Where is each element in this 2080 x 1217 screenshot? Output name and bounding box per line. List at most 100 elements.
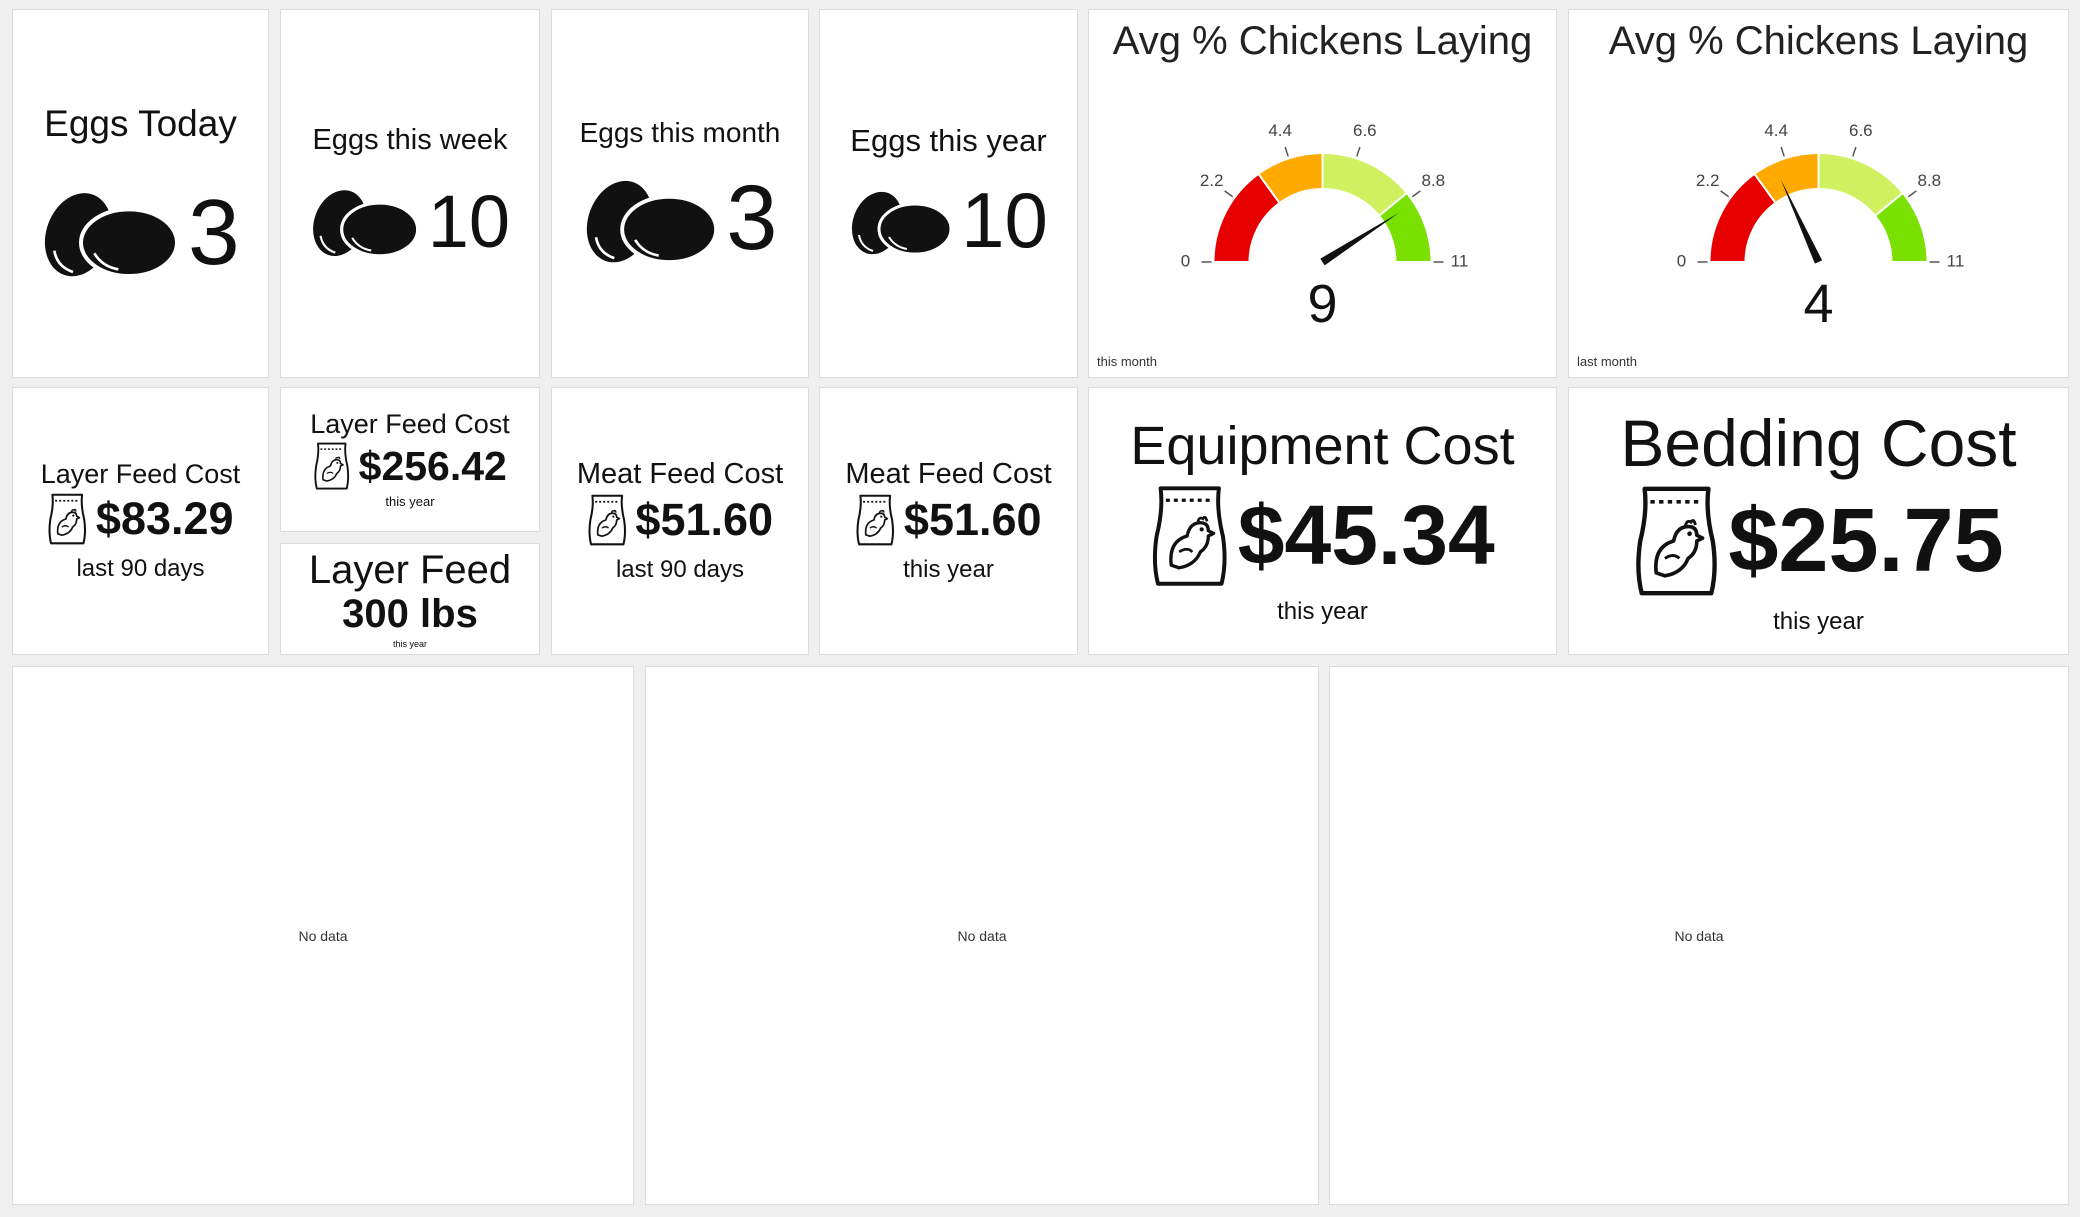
gauge-tick [1720,190,1730,198]
stat-tile: Bedding Cost $25.75 this year [1568,387,2069,655]
gauge-value: 9 [1307,274,1337,334]
tile-subtitle: last 90 days [615,555,745,583]
tile-title: Layer Feed [308,548,512,593]
stat-tile: Layer Feed 300 lbs this year [280,543,540,655]
tile-value: $256.42 [358,442,507,489]
stat-tile: Equipment Cost $45.34 this year [1088,387,1557,655]
tile-value: $45.34 [1237,488,1495,583]
tile-subtitle: this year [1277,597,1368,625]
value-row: $51.60 [587,493,773,547]
gauge-title: Avg % Chickens Laying [1113,19,1533,63]
gauge-tick-label: 0 [1181,251,1190,270]
value-row: $45.34 [1150,483,1495,589]
egg-icon [852,191,953,256]
tile-value: 3 [187,179,240,284]
tile-title: Eggs Today [44,103,237,144]
tile-title: Layer Feed Cost [310,408,510,439]
egg-icon [586,180,718,264]
gauge: Avg % Chickens Laying 0 2.2 4.4 6.6 8.8 11 9 [1113,19,1533,334]
gauge-caption: last month [1577,354,1637,369]
value-row: 3 [583,167,778,270]
gauge-band [1377,191,1433,263]
gauge-title: Avg % Chickens Laying [1609,19,2029,63]
gauge-needle [1320,212,1400,266]
value-row: 300 lbs [342,592,478,636]
stat-tile: Layer Feed Cost $83.29 last 90 days [12,387,269,655]
gauge: Avg % Chickens Laying 0 2.2 4.4 6.6 8.8 11 4 [1609,19,2029,334]
tile-value: $51.60 [635,494,774,545]
feed-bag-icon [48,493,87,544]
gauge-tick [1780,146,1785,157]
gauge-tile: Avg % Chickens Laying 0 2.2 4.4 6.6 8.8 11 4 las… [1568,9,2069,378]
gauge-value: 4 [1803,274,1833,334]
feed-bag-icon [856,494,895,546]
feed-bag-icon [588,494,626,546]
stat-tile: Meat Feed Cost $51.60 last 90 days [551,387,809,655]
gauge-tick [1284,146,1289,157]
no-data-message: No data [298,927,348,944]
value-row: $51.60 [855,493,1042,547]
tile-subtitle: this year [392,639,427,650]
stat-tile: Eggs this year 10 [819,9,1078,378]
chart-panel: No data [645,666,1319,1205]
tile-title: Eggs this month [579,116,781,148]
gauge-tick-label: 4.4 [1268,121,1292,140]
gauge-tick-label: 8.8 [1422,171,1446,190]
stat-tile: Layer Feed Cost $256.42 this year [280,387,540,532]
tile-title: Eggs this year [850,122,1047,158]
value-row: $256.42 [313,441,507,491]
tile-value: $83.29 [95,492,234,544]
egg-icon [313,190,420,258]
feed-bag-icon [1636,486,1718,596]
gauge-tick-label: 6.6 [1353,121,1377,140]
gauge-caption: this month [1097,354,1157,369]
value-row: 10 [310,179,511,263]
gauge-tick-label: 11 [1947,251,1965,270]
tile-title: Bedding Cost [1620,405,2017,480]
gauge-tick-label: 2.2 [1200,171,1224,190]
value-row: 10 [849,175,1048,264]
tile-value: 3 [726,167,778,270]
tile-title: Layer Feed Cost [40,458,241,489]
stat-tile: Eggs this week 10 [280,9,540,378]
value-row: 3 [41,179,240,284]
stat-tile: Eggs Today 3 [12,9,269,378]
no-data-message: No data [957,927,1007,944]
chart-panel: No data [12,666,634,1205]
tile-subtitle: this year [385,494,435,510]
gauge-tick-label: 2.2 [1696,171,1720,190]
gauge-tick-label: 11 [1451,251,1469,270]
gauge-tick [1907,190,1917,198]
gauge-needle [1780,179,1823,264]
gauge-tick [1411,190,1421,198]
tile-value: 10 [427,179,511,263]
tile-value: $51.60 [903,494,1042,545]
stat-tile: Meat Feed Cost $51.60 this year [819,387,1078,655]
egg-icon [45,192,180,278]
feed-bag-icon [1153,485,1227,586]
tile-value: 10 [961,175,1048,264]
value-row: $25.75 [1633,483,2004,599]
tile-title: Eggs this week [312,123,508,156]
gauge-band [1873,191,1929,263]
no-data-message: No data [1674,927,1724,944]
gauge-tick-label: 8.8 [1918,171,1942,190]
tile-value: 300 lbs [342,592,478,637]
gauge-tick-label: 6.6 [1849,121,1873,140]
feed-bag-icon [314,442,350,490]
gauge-tick [1224,190,1234,198]
stat-tile: Eggs this month 3 [551,9,809,378]
tile-title: Meat Feed Cost [845,457,1052,490]
chart-panel: No data [1329,666,2069,1205]
gauge-tile: Avg % Chickens Laying 0 2.2 4.4 6.6 8.8 11 9 thi… [1088,9,1557,378]
tile-subtitle: this year [903,555,994,583]
tile-title: Equipment Cost [1130,416,1515,477]
gauge-tick-label: 0 [1677,251,1686,270]
tile-value: $25.75 [1728,490,2004,591]
tile-subtitle: last 90 days [76,554,205,582]
tile-title: Meat Feed Cost [576,457,784,490]
value-row: $83.29 [47,492,234,546]
gauge-tick-label: 4.4 [1764,121,1788,140]
gauge-tick [1356,146,1361,157]
